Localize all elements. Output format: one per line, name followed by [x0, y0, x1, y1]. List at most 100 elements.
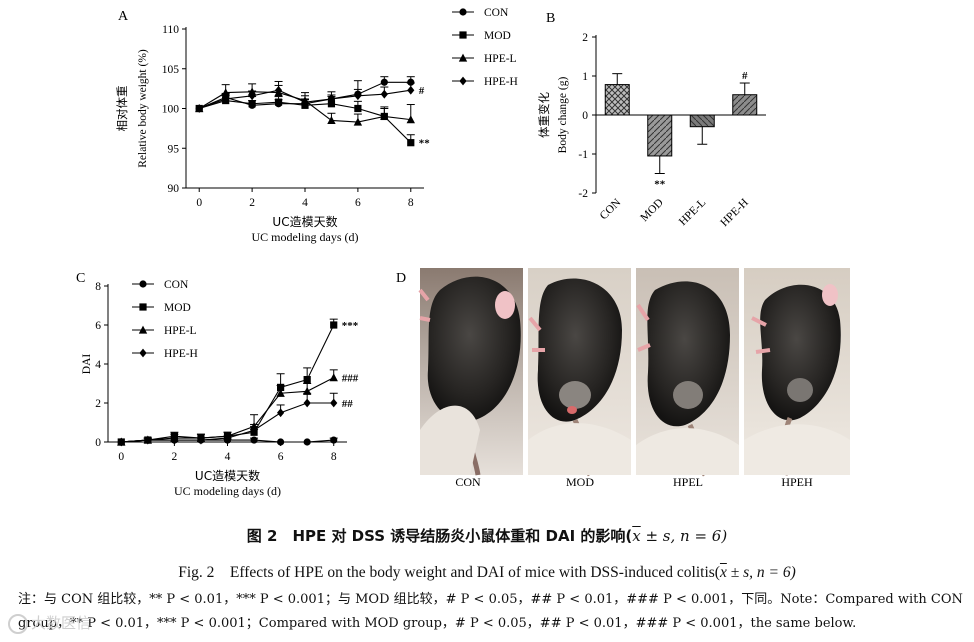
watermark-text: 大数医信	[31, 614, 92, 632]
caption-en-suffix: ± s, n = 6)	[726, 564, 796, 581]
a-y-tick-label: 90	[168, 183, 180, 195]
a-x-label-en: UC modeling days (d)	[252, 230, 359, 244]
photo-label-con: CON	[455, 475, 481, 489]
c-point	[277, 438, 285, 446]
panel-letter-d: D	[396, 271, 406, 286]
a-point	[407, 85, 415, 95]
a-point	[354, 91, 362, 101]
b-significance-label: **	[654, 179, 666, 191]
c-point	[117, 437, 125, 447]
a-point	[222, 94, 230, 104]
a-point	[354, 104, 362, 113]
a-point	[380, 112, 389, 121]
c-point	[303, 398, 311, 408]
c-x-tick-label: 4	[225, 451, 231, 463]
c-legend-marker	[138, 325, 148, 334]
a-point	[248, 100, 256, 108]
b-x-tick-label: MOD	[638, 197, 665, 224]
photo-con	[418, 268, 523, 476]
b-significance-label: #	[742, 70, 748, 82]
c-point	[303, 438, 311, 446]
photo-hpel	[636, 268, 739, 477]
a-point	[327, 100, 336, 108]
a-point	[380, 89, 388, 99]
a-point	[274, 98, 283, 106]
c-y-tick-label: 0	[95, 437, 101, 449]
caption-cn-mean-symbol: x	[632, 527, 641, 545]
a-y-label: Relative body weight (%)	[137, 49, 149, 168]
c-legend-marker	[139, 348, 147, 358]
c-legend-marker	[139, 280, 147, 288]
c-point	[329, 373, 338, 382]
b-bar-con	[604, 84, 630, 116]
b-y-tick-label: -1	[578, 149, 588, 161]
b-x-tick-label: CON	[598, 196, 624, 222]
photo-label-hpel: HPEL	[673, 475, 703, 489]
a-x-tick-label: 8	[408, 197, 414, 209]
c-point	[250, 436, 258, 444]
a-point	[353, 117, 363, 126]
b-y-label-en: Body change (g)	[557, 77, 569, 154]
c-y-tick-label: 6	[95, 320, 101, 332]
c-legend-label: MOD	[164, 302, 191, 314]
photo-mod	[528, 268, 631, 477]
c-y-tick-label: 2	[95, 398, 101, 410]
a-point	[195, 104, 203, 113]
b-y-tick-label: 0	[582, 110, 588, 122]
c-x-tick-label: 0	[118, 451, 124, 463]
a-x-tick-label: 2	[249, 197, 255, 209]
b-y-tick-label: 1	[582, 71, 588, 83]
a-legend-marker	[459, 8, 467, 16]
a-y-tick-label: 95	[168, 143, 180, 155]
c-y-tick-label: 4	[95, 359, 101, 371]
c-y-label: DAI	[81, 354, 93, 375]
panel-letter-b: B	[546, 11, 555, 26]
c-significance-label: ###	[342, 373, 359, 385]
watermark-icon	[8, 613, 28, 634]
panel-d-photos: CON MOD HPEL HPEH	[418, 268, 850, 489]
c-significance-label: ***	[342, 320, 359, 332]
b-bar-hpe-l	[689, 114, 715, 128]
c-legend-label: HPE-H	[164, 348, 198, 360]
a-legend-label: HPE-H	[484, 76, 518, 88]
photo-label-mod: MOD	[566, 475, 594, 489]
a-legend-marker	[458, 53, 468, 62]
c-point	[250, 425, 258, 435]
c-x-tick-label: 6	[278, 451, 284, 463]
panel-letter-a: A	[118, 9, 129, 24]
c-point	[303, 376, 311, 384]
a-point	[301, 97, 309, 107]
c-series-line	[121, 324, 335, 443]
c-x-tick-label: 2	[172, 451, 178, 463]
a-y-tick-label: 105	[162, 64, 180, 76]
a-point	[248, 91, 256, 101]
a-point	[407, 78, 415, 86]
c-significance-label: ##	[342, 398, 354, 410]
a-point	[327, 94, 336, 104]
a-y-tick-label: 100	[162, 104, 180, 116]
c-legend-marker	[139, 303, 147, 311]
a-significance-label: **	[419, 138, 431, 150]
c-point	[277, 408, 285, 418]
c-point	[170, 435, 178, 445]
figure-note: 注：与 CON 组比较，** P < 0.01，*** P < 0.001；与 …	[18, 592, 963, 631]
a-x-label-cn: UC造模天数	[272, 214, 337, 229]
c-point	[330, 436, 338, 444]
photo-label-hpeh: HPEH	[781, 475, 813, 489]
figure-caption-cn: 图 2 HPE 对 DSS 诱导结肠炎小鼠体重和 DAI 的影响(x ± s, …	[0, 525, 974, 546]
a-legend-label: MOD	[484, 30, 511, 42]
b-y-tick-label: -2	[578, 188, 588, 200]
a-y-label: 相对体重	[115, 86, 129, 132]
a-legend-label: HPE-L	[484, 53, 517, 65]
a-legend-marker	[459, 76, 467, 86]
c-legend-label: HPE-L	[164, 325, 197, 337]
figure-caption-en: Fig. 2 Effects of HPE on the body weight…	[0, 560, 974, 582]
c-legend-label: CON	[164, 279, 189, 291]
a-x-tick-label: 0	[196, 197, 202, 209]
c-x-tick-label: 8	[331, 451, 337, 463]
watermark: 大数医信	[8, 612, 91, 634]
a-point	[406, 115, 415, 124]
a-significance-label: #	[419, 85, 425, 97]
